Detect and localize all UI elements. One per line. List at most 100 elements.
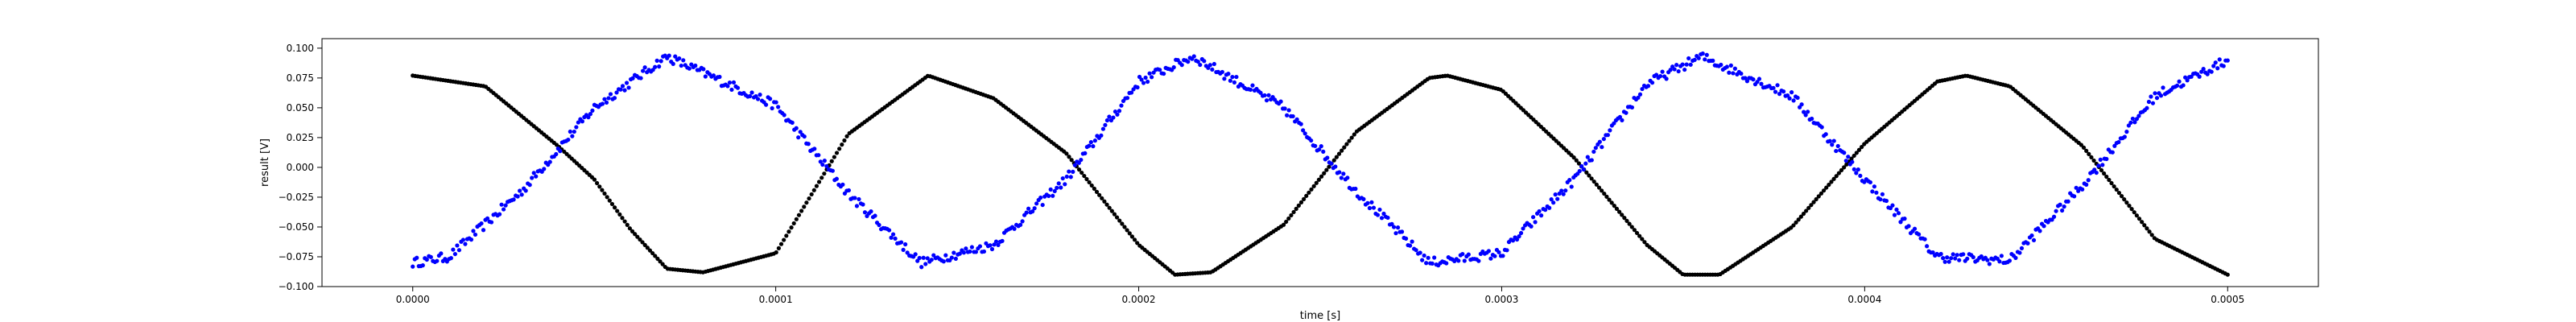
data-point bbox=[1381, 211, 1386, 217]
data-point bbox=[1107, 114, 1112, 119]
data-point bbox=[523, 188, 528, 193]
y-tick-label: −0.025 bbox=[279, 192, 314, 203]
data-point bbox=[2158, 93, 2164, 98]
data-point bbox=[620, 216, 625, 221]
data-point bbox=[1987, 262, 1992, 266]
data-point bbox=[2054, 208, 2058, 213]
data-point bbox=[1313, 143, 1318, 148]
data-point bbox=[1789, 90, 1794, 95]
data-point bbox=[1620, 118, 1624, 122]
data-point bbox=[1642, 240, 1647, 245]
data-point bbox=[1076, 160, 1081, 165]
data-point bbox=[1961, 252, 1966, 257]
data-point bbox=[996, 242, 1001, 247]
data-point bbox=[1846, 155, 1851, 159]
data-point bbox=[1505, 248, 1509, 253]
data-point bbox=[1333, 164, 1338, 169]
data-point bbox=[1309, 138, 1314, 143]
data-point bbox=[735, 85, 741, 90]
data-point bbox=[1097, 192, 1102, 197]
data-point bbox=[1930, 250, 1935, 255]
data-point bbox=[1569, 184, 1574, 189]
data-point bbox=[503, 203, 508, 208]
data-point bbox=[1034, 201, 1039, 206]
data-point bbox=[782, 237, 786, 242]
data-point bbox=[725, 84, 730, 89]
data-point bbox=[572, 129, 576, 134]
data-point bbox=[1816, 194, 1821, 199]
data-point bbox=[1091, 144, 1096, 149]
data-point bbox=[673, 54, 678, 59]
data-point bbox=[679, 63, 683, 68]
data-point bbox=[1198, 62, 1203, 68]
data-point bbox=[2062, 204, 2066, 209]
data-point bbox=[1751, 77, 1756, 82]
data-point bbox=[687, 66, 691, 71]
data-point bbox=[451, 247, 456, 252]
data-point bbox=[2092, 167, 2097, 172]
data-point bbox=[1559, 188, 1564, 193]
data-point bbox=[671, 61, 675, 66]
data-point bbox=[1466, 252, 1471, 257]
data-point bbox=[952, 250, 956, 255]
data-point bbox=[824, 163, 829, 169]
data-point bbox=[834, 176, 839, 181]
data-point bbox=[1051, 193, 1055, 198]
data-point bbox=[2142, 223, 2147, 228]
data-point bbox=[554, 151, 559, 157]
data-point bbox=[635, 234, 640, 239]
data-point bbox=[1325, 155, 1330, 160]
data-point bbox=[2127, 204, 2132, 208]
data-point bbox=[1589, 176, 1594, 181]
data-point bbox=[1501, 254, 1505, 258]
data-point bbox=[1696, 56, 1701, 60]
data-point bbox=[1369, 200, 1374, 204]
data-point bbox=[489, 220, 494, 225]
data-point bbox=[1202, 59, 1207, 64]
data-point bbox=[1344, 142, 1349, 147]
data-point bbox=[1119, 103, 1124, 108]
data-point bbox=[1803, 113, 1808, 118]
data-point bbox=[515, 194, 520, 199]
data-point bbox=[1104, 202, 1109, 207]
data-point bbox=[1103, 122, 1108, 127]
data-point bbox=[1971, 254, 1975, 260]
data-point bbox=[1955, 253, 1959, 258]
y-tick-label: −0.100 bbox=[279, 281, 314, 292]
data-point bbox=[1584, 170, 1589, 175]
data-point bbox=[1653, 72, 1659, 77]
data-point bbox=[869, 209, 873, 214]
data-point bbox=[877, 222, 881, 228]
data-point bbox=[471, 229, 476, 233]
data-point bbox=[2104, 174, 2109, 180]
data-point bbox=[1660, 69, 1665, 74]
data-point bbox=[811, 188, 816, 192]
data-point bbox=[1938, 251, 1943, 257]
data-point bbox=[1529, 224, 1534, 229]
data-point bbox=[614, 90, 619, 95]
data-point bbox=[961, 250, 966, 255]
data-point bbox=[2112, 184, 2116, 189]
data-point bbox=[1771, 85, 1776, 90]
data-point bbox=[1563, 188, 1568, 193]
data-point bbox=[2161, 85, 2165, 90]
data-point bbox=[1486, 249, 1491, 254]
data-point bbox=[1829, 180, 1834, 184]
data-point bbox=[657, 64, 662, 69]
data-point bbox=[1026, 206, 1031, 211]
data-point bbox=[1583, 161, 1588, 166]
data-point bbox=[1298, 200, 1304, 204]
data-point bbox=[794, 126, 799, 130]
data-point bbox=[1942, 259, 1947, 264]
data-point bbox=[1561, 192, 1566, 196]
data-point bbox=[1316, 177, 1322, 182]
data-point bbox=[1120, 221, 1125, 226]
data-point bbox=[1510, 238, 1516, 243]
data-point bbox=[789, 225, 794, 230]
data-point bbox=[791, 221, 796, 226]
data-point bbox=[1684, 62, 1689, 67]
data-point bbox=[1823, 132, 1828, 137]
data-point bbox=[1460, 251, 1465, 257]
data-point bbox=[1884, 198, 1889, 204]
data-point bbox=[816, 153, 821, 158]
